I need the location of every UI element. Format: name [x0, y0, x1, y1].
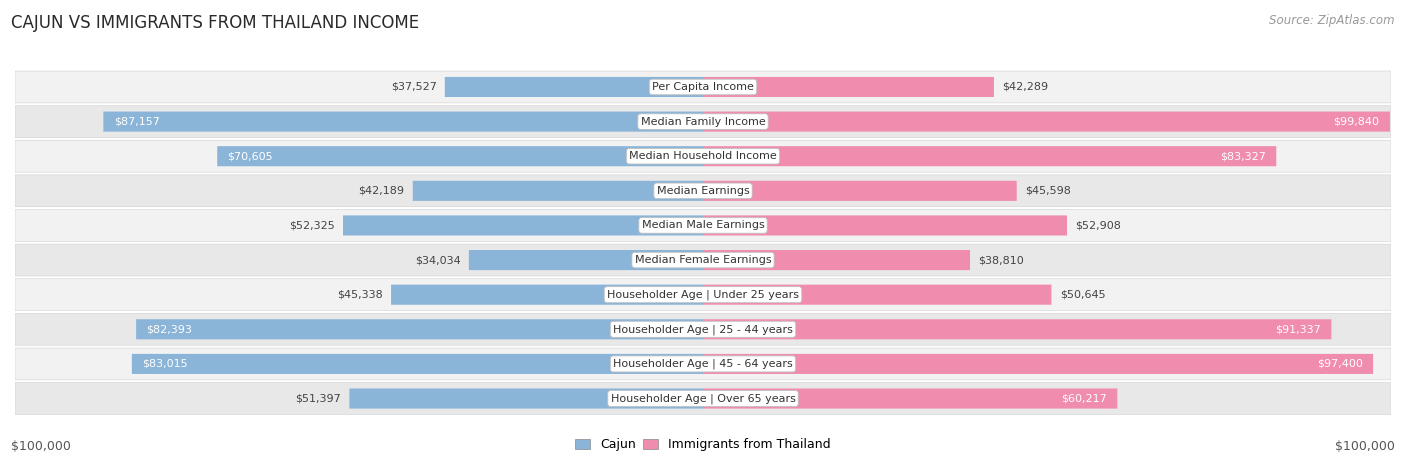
FancyBboxPatch shape	[15, 382, 1391, 415]
Text: Median Household Income: Median Household Income	[628, 151, 778, 161]
FancyBboxPatch shape	[15, 244, 1391, 276]
FancyBboxPatch shape	[468, 250, 703, 270]
FancyBboxPatch shape	[136, 319, 703, 340]
Text: $34,034: $34,034	[415, 255, 461, 265]
Text: Householder Age | Under 25 years: Householder Age | Under 25 years	[607, 290, 799, 300]
FancyBboxPatch shape	[703, 285, 1052, 305]
FancyBboxPatch shape	[343, 215, 703, 235]
FancyBboxPatch shape	[15, 348, 1391, 380]
Text: Householder Age | Over 65 years: Householder Age | Over 65 years	[610, 393, 796, 404]
Text: $51,397: $51,397	[295, 394, 342, 403]
Text: Median Female Earnings: Median Female Earnings	[634, 255, 772, 265]
Text: $50,645: $50,645	[1060, 290, 1105, 300]
Text: $70,605: $70,605	[228, 151, 273, 161]
Text: Per Capita Income: Per Capita Income	[652, 82, 754, 92]
Text: $42,189: $42,189	[359, 186, 405, 196]
Text: $100,000: $100,000	[1334, 440, 1395, 453]
FancyBboxPatch shape	[703, 354, 1374, 374]
FancyBboxPatch shape	[444, 77, 703, 97]
Text: $60,217: $60,217	[1062, 394, 1107, 403]
Text: $99,840: $99,840	[1333, 117, 1379, 127]
FancyBboxPatch shape	[15, 279, 1391, 311]
Text: $83,015: $83,015	[142, 359, 188, 369]
Text: $45,338: $45,338	[337, 290, 382, 300]
FancyBboxPatch shape	[218, 146, 703, 166]
Text: $82,393: $82,393	[146, 324, 193, 334]
FancyBboxPatch shape	[703, 112, 1391, 132]
FancyBboxPatch shape	[15, 71, 1391, 103]
Legend: Cajun, Immigrants from Thailand: Cajun, Immigrants from Thailand	[569, 433, 837, 456]
FancyBboxPatch shape	[15, 313, 1391, 345]
FancyBboxPatch shape	[703, 181, 1017, 201]
Text: $37,527: $37,527	[391, 82, 436, 92]
Text: Householder Age | 45 - 64 years: Householder Age | 45 - 64 years	[613, 359, 793, 369]
Text: Median Family Income: Median Family Income	[641, 117, 765, 127]
Text: $100,000: $100,000	[11, 440, 72, 453]
Text: $52,325: $52,325	[290, 220, 335, 230]
FancyBboxPatch shape	[15, 175, 1391, 207]
FancyBboxPatch shape	[132, 354, 703, 374]
FancyBboxPatch shape	[703, 319, 1331, 340]
Text: $83,327: $83,327	[1220, 151, 1265, 161]
Text: $87,157: $87,157	[114, 117, 159, 127]
Text: Median Male Earnings: Median Male Earnings	[641, 220, 765, 230]
FancyBboxPatch shape	[703, 250, 970, 270]
FancyBboxPatch shape	[703, 389, 1118, 409]
Text: $52,908: $52,908	[1076, 220, 1121, 230]
Text: Source: ZipAtlas.com: Source: ZipAtlas.com	[1270, 14, 1395, 27]
FancyBboxPatch shape	[703, 146, 1277, 166]
Text: $97,400: $97,400	[1317, 359, 1362, 369]
FancyBboxPatch shape	[15, 140, 1391, 172]
Text: Median Earnings: Median Earnings	[657, 186, 749, 196]
FancyBboxPatch shape	[413, 181, 703, 201]
FancyBboxPatch shape	[703, 215, 1067, 235]
FancyBboxPatch shape	[15, 106, 1391, 137]
Text: $91,337: $91,337	[1275, 324, 1322, 334]
Text: $45,598: $45,598	[1025, 186, 1071, 196]
FancyBboxPatch shape	[104, 112, 703, 132]
FancyBboxPatch shape	[349, 389, 703, 409]
FancyBboxPatch shape	[703, 77, 994, 97]
FancyBboxPatch shape	[391, 285, 703, 305]
Text: Householder Age | 25 - 44 years: Householder Age | 25 - 44 years	[613, 324, 793, 334]
Text: CAJUN VS IMMIGRANTS FROM THAILAND INCOME: CAJUN VS IMMIGRANTS FROM THAILAND INCOME	[11, 14, 419, 32]
Text: $42,289: $42,289	[1002, 82, 1049, 92]
Text: $38,810: $38,810	[979, 255, 1024, 265]
FancyBboxPatch shape	[15, 210, 1391, 241]
